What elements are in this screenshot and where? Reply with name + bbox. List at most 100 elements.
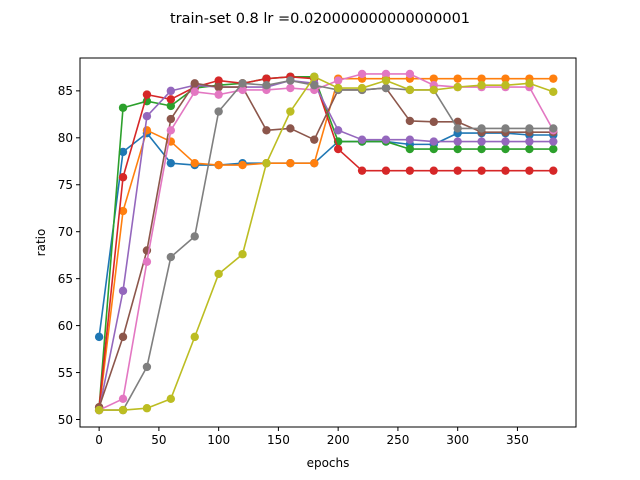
data-point [166,126,176,135]
data-point [214,90,223,99]
data-point [477,124,486,133]
data-point [214,269,223,279]
data-point [525,124,534,133]
data-point [429,137,438,146]
data-point [166,252,176,262]
data-point [190,87,199,97]
x-axis-label: epochs [307,456,350,470]
data-point [238,79,247,88]
data-point [357,166,367,175]
x-tick-label: 350 [506,433,529,447]
data-point [166,158,176,168]
y-tick-label: 65 [58,272,73,286]
data-point [501,74,510,83]
data-point [453,74,462,83]
data-point [166,394,176,404]
y-tick-label: 80 [58,131,73,145]
data-point [118,147,128,157]
x-tick-label: 250 [386,433,409,447]
data-point [286,124,295,133]
data-point [429,74,438,83]
data-point [333,76,343,85]
data-point [429,166,438,175]
data-point [525,79,534,88]
x-tick-label: 0 [95,433,103,447]
data-point [405,85,415,95]
data-point [405,135,415,144]
data-point [118,394,128,404]
data-point [262,74,271,83]
data-point [501,166,510,175]
series-9 [94,72,558,415]
data-point [405,116,415,126]
series-7 [94,69,558,415]
data-point [214,160,223,170]
data-point [477,144,486,154]
data-point [166,114,176,124]
data-point [190,158,199,168]
data-point [525,144,534,154]
data-point [501,137,510,146]
data-point [429,144,438,154]
data-point [190,79,199,88]
data-point [357,83,367,93]
y-tick-label: 55 [58,366,73,380]
x-tick-label: 150 [267,433,290,447]
data-point [381,83,391,93]
data-point [381,69,391,79]
series-layer [94,69,558,415]
x-tick-label: 300 [446,433,469,447]
data-point [501,144,510,154]
data-point [453,166,462,175]
data-point [118,286,128,296]
axes-frame [79,57,577,428]
y-tick-label: 70 [58,225,73,239]
data-point [549,74,558,83]
data-point [549,166,558,175]
data-point [190,232,199,241]
data-point [286,158,295,168]
data-point [501,81,510,90]
data-point [142,90,152,99]
data-point [333,126,343,135]
data-point [549,87,558,97]
data-point [94,405,104,415]
y-axis-label: ratio [34,229,48,257]
data-point [381,76,391,85]
data-point [310,135,319,144]
data-point [549,144,558,154]
data-point [118,332,128,342]
x-axis: 0 50 100 150 200 250 300 350 [95,427,529,447]
data-point [429,85,438,95]
data-point [118,173,128,182]
data-point [262,126,271,135]
data-point [214,107,223,116]
data-point [477,74,486,83]
series-line [98,82,554,408]
data-point [142,112,152,121]
data-point [118,405,128,415]
data-point [453,144,462,154]
data-point [357,69,367,79]
data-point [94,332,104,342]
data-point [525,137,534,146]
data-point [477,81,486,90]
data-point [405,69,415,79]
data-point [286,76,295,85]
data-point [142,362,152,372]
data-point [190,332,199,342]
data-point [238,85,247,95]
data-point [214,76,223,85]
data-point [453,137,462,146]
data-point [286,107,295,116]
data-point [262,158,271,168]
data-point [238,250,247,259]
data-point [118,103,128,112]
y-axis: 50 55 60 65 70 75 80 85 [58,84,80,427]
plot-area [94,69,558,415]
x-tick-label: 50 [151,433,166,447]
data-point [405,144,415,154]
data-point [118,206,128,216]
chart-title: train-set 0.8 lr =0.020000000000000001 [170,11,470,27]
